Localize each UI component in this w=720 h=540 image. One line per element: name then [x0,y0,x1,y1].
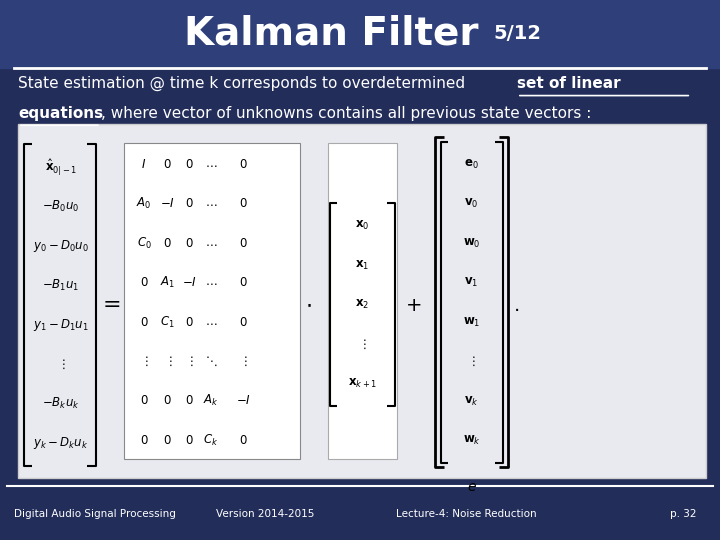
Bar [328,143,397,459]
Text: Lecture-4: Noise Reduction: Lecture-4: Noise Reduction [396,509,536,519]
Text: $\ddots$: $\ddots$ [204,355,217,368]
Text: $\mathbf{v}_1$: $\mathbf{v}_1$ [464,276,479,289]
Text: e: e [467,481,476,494]
Text: $-I$: $-I$ [182,276,197,289]
Text: $0$: $0$ [185,197,194,211]
Text: $\cdots$: $\cdots$ [204,197,217,211]
Text: $C_1$: $C_1$ [161,315,175,329]
Text: $\mathbf{v}_k$: $\mathbf{v}_k$ [464,394,479,408]
Text: Version 2014-2015: Version 2014-2015 [216,509,315,519]
Text: $C_0$: $C_0$ [137,236,151,251]
Text: $\mathbf{x}_0$: $\mathbf{x}_0$ [355,219,369,232]
Text: $\mathbf{e}_0$: $\mathbf{e}_0$ [464,158,479,171]
Text: =: = [102,295,121,315]
Text: +: + [406,295,422,315]
Text: $\cdots$: $\cdots$ [204,158,217,171]
Text: equations: equations [18,106,103,121]
Text: $I$: $I$ [141,158,147,171]
Text: $0$: $0$ [239,197,248,211]
Text: $-I$: $-I$ [236,394,251,408]
Bar [124,143,300,459]
Text: $0$: $0$ [185,394,194,408]
Text: $0$: $0$ [239,315,248,329]
Text: $0$: $0$ [163,237,172,250]
Text: $0$: $0$ [239,434,248,447]
Text: Digital Audio Signal Processing: Digital Audio Signal Processing [14,509,176,519]
Text: $0$: $0$ [140,276,148,289]
Text: $-I$: $-I$ [161,197,175,211]
Text: , where vector of unknowns contains all previous state vectors :: , where vector of unknowns contains all … [101,106,591,121]
Text: $\vdots$: $\vdots$ [57,357,66,371]
Text: $-B_1u_1$: $-B_1u_1$ [42,278,80,293]
Text: $\vdots$: $\vdots$ [358,338,366,350]
Text: $0$: $0$ [140,394,148,408]
Text: $A_k$: $A_k$ [203,394,219,408]
Text: $-B_0u_0$: $-B_0u_0$ [42,199,80,214]
Text: $\vdots$: $\vdots$ [140,355,148,368]
Text: $\mathbf{x}_1$: $\mathbf{x}_1$ [355,259,369,272]
Text: $\vdots$: $\vdots$ [239,355,248,368]
Text: $\cdot$: $\cdot$ [305,295,312,315]
Text: $y_k-D_ku_k$: $y_k-D_ku_k$ [33,435,89,451]
Text: $\mathbf{x}_2$: $\mathbf{x}_2$ [355,298,369,311]
Text: $\mathbf{v}_0$: $\mathbf{v}_0$ [464,197,479,211]
Bar [18,124,706,478]
Text: $\cdots$: $\cdots$ [204,276,217,289]
Text: $y_1-D_1u_1$: $y_1-D_1u_1$ [33,317,89,333]
Text: $0$: $0$ [185,434,194,447]
Text: $0$: $0$ [163,394,172,408]
Text: $A_0$: $A_0$ [136,197,152,211]
Text: p. 32: p. 32 [670,509,696,519]
Text: Kalman Filter: Kalman Filter [184,15,479,53]
Text: $0$: $0$ [163,158,172,171]
Text: $0$: $0$ [185,158,194,171]
Text: $y_0-D_0u_0$: $y_0-D_0u_0$ [33,238,89,254]
Text: 5/12: 5/12 [493,24,541,43]
Text: $0$: $0$ [140,315,148,329]
Text: $0$: $0$ [239,276,248,289]
Text: $0$: $0$ [239,158,248,171]
Bar [0,0,720,68]
Text: $C_k$: $C_k$ [203,433,219,448]
Text: $\mathbf{w}_1$: $\mathbf{w}_1$ [463,315,480,329]
Text: $\cdots$: $\cdots$ [204,237,217,250]
Text: $\mathbf{x}_{k+1}$: $\mathbf{x}_{k+1}$ [348,377,377,390]
Text: $\vdots$: $\vdots$ [185,355,194,368]
Text: $\mathbf{w}_k$: $\mathbf{w}_k$ [462,434,481,447]
Text: $A_1$: $A_1$ [160,275,176,290]
Text: $0$: $0$ [140,434,148,447]
Text: $-B_ku_k$: $-B_ku_k$ [42,396,80,411]
Text: State estimation @ time k corresponds to overdetermined: State estimation @ time k corresponds to… [18,76,470,91]
Text: set of linear: set of linear [517,76,621,91]
Text: .: . [514,295,520,315]
Text: $0$: $0$ [185,237,194,250]
Text: $\cdots$: $\cdots$ [204,315,217,329]
Text: $\mathbf{w}_0$: $\mathbf{w}_0$ [463,237,480,250]
Text: $\vdots$: $\vdots$ [163,355,172,368]
Text: $\hat{\mathbf{x}}_{0|-1}$: $\hat{\mathbf{x}}_{0|-1}$ [45,157,77,177]
Text: $0$: $0$ [185,315,194,329]
Text: $\vdots$: $\vdots$ [467,355,476,368]
Text: $0$: $0$ [163,434,172,447]
Text: $0$: $0$ [239,237,248,250]
